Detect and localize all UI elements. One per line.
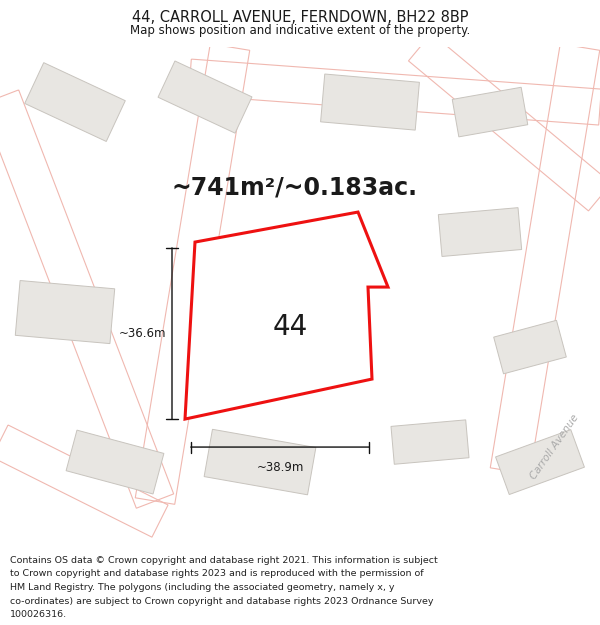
Text: co-ordinates) are subject to Crown copyright and database rights 2023 Ordnance S: co-ordinates) are subject to Crown copyr…	[10, 597, 433, 606]
Polygon shape	[320, 74, 419, 130]
Text: Map shows position and indicative extent of the property.: Map shows position and indicative extent…	[130, 24, 470, 36]
Text: ~38.9m: ~38.9m	[256, 461, 304, 474]
Text: to Crown copyright and database rights 2023 and is reproduced with the permissio: to Crown copyright and database rights 2…	[10, 569, 423, 578]
Text: ~36.6m: ~36.6m	[119, 327, 166, 340]
Polygon shape	[25, 62, 125, 141]
Text: Caoll Avenue: Caoll Avenue	[205, 249, 239, 316]
Text: HM Land Registry. The polygons (including the associated geometry, namely x, y: HM Land Registry. The polygons (includin…	[10, 583, 394, 592]
Text: 100026316.: 100026316.	[10, 610, 67, 619]
Polygon shape	[391, 420, 469, 464]
Polygon shape	[204, 429, 316, 495]
Polygon shape	[439, 208, 521, 256]
Polygon shape	[66, 430, 164, 494]
Polygon shape	[452, 88, 528, 137]
Text: ~741m²/~0.183ac.: ~741m²/~0.183ac.	[172, 175, 418, 199]
Polygon shape	[158, 61, 252, 133]
Text: Contains OS data © Crown copyright and database right 2021. This information is : Contains OS data © Crown copyright and d…	[10, 556, 437, 564]
Text: 44: 44	[272, 313, 308, 341]
Polygon shape	[496, 429, 584, 494]
Polygon shape	[15, 281, 115, 344]
Text: 44, CARROLL AVENUE, FERNDOWN, BH22 8BP: 44, CARROLL AVENUE, FERNDOWN, BH22 8BP	[132, 10, 468, 25]
Polygon shape	[185, 212, 388, 419]
Polygon shape	[252, 284, 338, 340]
Polygon shape	[494, 320, 566, 374]
Text: Carroll Avenue: Carroll Avenue	[529, 412, 581, 481]
